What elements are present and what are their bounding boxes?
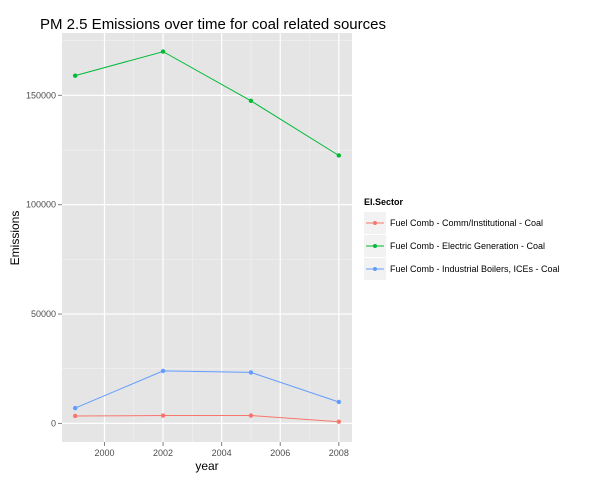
series-line bbox=[75, 51, 340, 156]
y-tick-label: 0 bbox=[51, 418, 56, 428]
series-line bbox=[75, 370, 339, 409]
x-tick-label: 2000 bbox=[94, 448, 114, 458]
x-axis: 2000 2002 2004 2006 2008 bbox=[94, 442, 349, 458]
legend-title: EI.Sector bbox=[364, 197, 404, 207]
series-layer bbox=[72, 49, 342, 424]
data-point bbox=[72, 73, 78, 78]
data-point bbox=[248, 370, 254, 375]
chart-title: PM 2.5 Emissions over time for coal rela… bbox=[40, 16, 386, 33]
legend-key-point bbox=[373, 221, 377, 225]
data-point bbox=[160, 49, 166, 54]
y-tick-label: 50000 bbox=[31, 309, 56, 319]
data-point bbox=[72, 405, 78, 411]
data-point bbox=[336, 419, 342, 424]
y-axis-title: Emissions bbox=[8, 211, 22, 266]
x-tick-label: 2002 bbox=[153, 448, 173, 458]
data-point bbox=[72, 413, 78, 419]
y-tick-label: 150000 bbox=[26, 90, 56, 100]
data-point bbox=[160, 413, 166, 418]
legend-key-point bbox=[373, 267, 377, 271]
legend: EI.Sector Fuel Comb - Comm/Institutional… bbox=[364, 197, 560, 280]
legend-label: Fuel Comb - Electric Generation - Coal bbox=[390, 241, 545, 251]
legend-label: Fuel Comb - Industrial Boilers, ICEs - C… bbox=[390, 264, 560, 274]
data-point bbox=[336, 399, 342, 405]
data-point bbox=[336, 153, 342, 158]
x-tick-label: 2008 bbox=[329, 448, 349, 458]
legend-key-point bbox=[373, 244, 377, 248]
y-axis: 0 50000 100000 150000 bbox=[26, 90, 62, 428]
grid-major bbox=[62, 33, 352, 442]
legend-label: Fuel Comb - Comm/Institutional - Coal bbox=[390, 218, 543, 228]
data-point bbox=[248, 98, 254, 104]
x-tick-label: 2004 bbox=[212, 448, 232, 458]
data-point bbox=[160, 368, 166, 374]
x-tick-label: 2006 bbox=[270, 448, 290, 458]
y-tick-label: 100000 bbox=[26, 200, 56, 210]
series-line bbox=[75, 415, 339, 423]
x-axis-title: year bbox=[195, 459, 218, 473]
data-point bbox=[248, 413, 254, 418]
legend-items: Fuel Comb - Comm/Institutional - Coal Fue… bbox=[364, 212, 560, 280]
plot-panel bbox=[62, 33, 352, 442]
